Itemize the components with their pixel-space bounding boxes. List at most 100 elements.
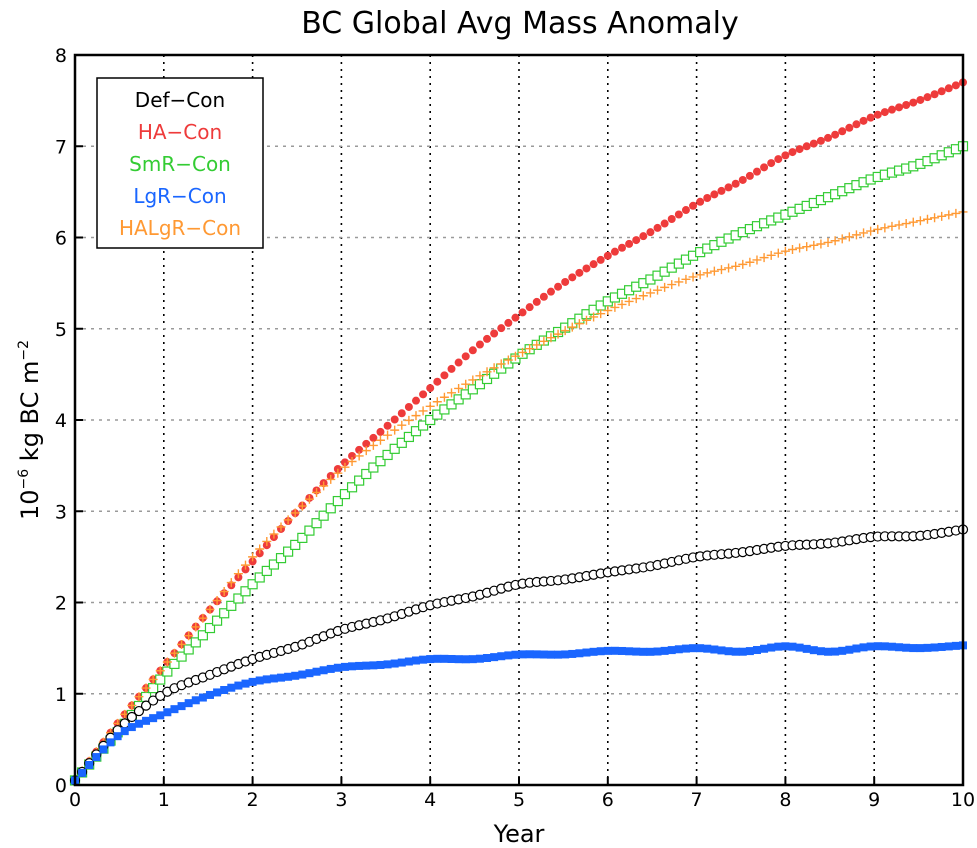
data-point [162,666,173,677]
data-point [738,647,747,656]
data-point [227,683,236,692]
data-point [197,630,208,641]
data-point [546,650,555,659]
x-tick-label: 10 [951,789,975,811]
data-point [795,643,804,652]
data-point [944,84,953,93]
data-point [880,223,890,233]
data-point [297,532,308,543]
data-point [140,700,152,711]
data-point [190,637,201,648]
data-point [375,456,386,467]
data-point [916,95,925,104]
data-point [326,664,335,673]
data-point [660,646,669,655]
data-point [106,738,115,747]
data-point [403,431,414,443]
data-point [426,384,435,393]
data-point [930,213,940,223]
data-point [689,201,698,210]
data-point [298,670,307,679]
data-point [468,346,477,355]
data-point [290,508,300,518]
data-point [142,716,151,725]
y-tick-label: 1 [55,684,67,706]
data-point [582,264,591,273]
data-point [354,451,364,461]
data-point [397,658,406,667]
data-point [305,669,314,678]
x-tick-label: 7 [691,789,703,811]
data-point [134,692,144,702]
data-point [731,179,740,188]
data-point [724,647,733,656]
data-point [532,297,541,306]
data-point [219,608,230,619]
y-tick-label: 3 [55,501,67,523]
data-point [830,236,840,246]
data-point [809,646,818,655]
data-point [951,81,960,90]
data-point [589,312,599,322]
legend-entry: Def−Con [135,88,225,112]
data-point [844,232,854,242]
data-point [340,662,349,671]
data-point [397,409,406,418]
data-point [774,155,783,164]
data-point [873,642,882,651]
data-point [325,503,336,514]
data-point [923,93,932,102]
data-point [504,651,513,660]
data-point [468,375,478,385]
data-point [390,415,399,424]
data-point [283,515,293,525]
data-point [702,268,712,278]
data-point [496,359,506,369]
data-point [277,673,286,682]
data-point [646,228,655,237]
data-point [440,654,449,663]
data-point [780,246,790,256]
data-point [184,699,193,708]
data-point [887,221,897,231]
data-point [419,655,428,664]
data-point [361,446,371,456]
data-point [887,105,896,114]
data-point [339,489,351,500]
data-point [774,642,783,651]
data-point [901,219,911,229]
data-point [618,243,627,252]
data-point [781,151,790,160]
data-point [816,136,825,145]
data-point [930,90,939,99]
data-point [795,243,805,253]
data-point [709,266,719,276]
y-tick-label: 6 [55,228,67,250]
data-point [490,653,499,662]
data-point [674,210,683,219]
data-point [625,647,634,656]
data-point [440,371,449,380]
data-point [703,194,712,203]
data-point [596,647,605,656]
data-point [745,171,754,180]
data-point [375,435,385,445]
data-point [404,415,414,425]
data-point [880,642,889,651]
data-point [389,443,400,454]
data-point [660,282,670,292]
data-point [539,650,548,659]
data-point [731,261,741,271]
data-point [895,643,904,652]
data-point [475,340,484,349]
data-point [710,645,719,654]
data-point [745,647,754,656]
data-point [255,544,265,554]
data-point [951,641,960,650]
data-point [582,648,591,657]
data-point [254,572,265,583]
data-point [163,708,172,717]
data-point [760,163,769,172]
data-point [226,578,236,588]
data-point [248,552,258,562]
